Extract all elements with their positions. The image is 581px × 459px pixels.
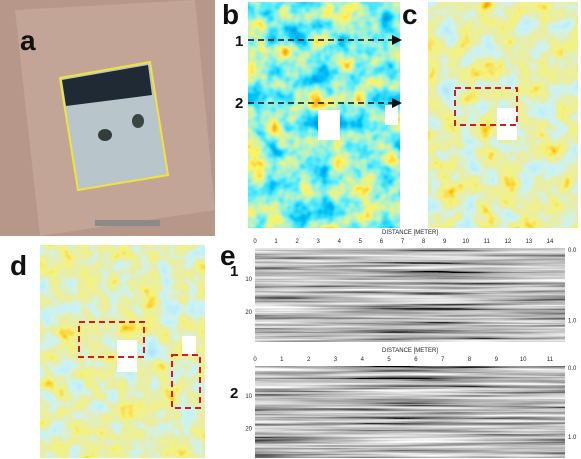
- x-tick-label: 1: [274, 239, 278, 245]
- mask: [318, 110, 340, 140]
- panel-label: b: [222, 0, 239, 30]
- x-tick-label: 4: [338, 239, 342, 245]
- x-tick-label: 0: [253, 357, 257, 363]
- panel-label: a: [20, 25, 36, 56]
- x-tick-label: 7: [441, 357, 445, 363]
- x-tick-label: 8: [422, 239, 426, 245]
- x-tick-label: 2: [295, 239, 299, 245]
- x-tick-label: 11: [547, 357, 554, 363]
- radargram-label: 1: [230, 263, 238, 280]
- x-tick-label: 7: [401, 239, 405, 245]
- time-tick-label: 1.0: [568, 435, 577, 441]
- x-tick-label: 8: [468, 357, 472, 363]
- x-tick-label: 5: [359, 239, 363, 245]
- x-tick-label: 2: [307, 357, 311, 363]
- x-tick-label: 3: [317, 239, 321, 245]
- radargram: [255, 366, 565, 458]
- x-tick-label: 5: [387, 357, 391, 363]
- x-tick-label: 12: [505, 239, 512, 245]
- mask: [182, 336, 196, 354]
- axis-title: DISTANCE [METER]: [382, 348, 438, 354]
- time-tick-label: 0.0: [568, 248, 577, 254]
- x-tick-label: 11: [484, 239, 491, 245]
- x-tick-label: 6: [380, 239, 384, 245]
- panel-label: c: [402, 0, 418, 30]
- depth-tick-label: 20: [245, 426, 252, 432]
- profile-label: 2: [235, 95, 243, 112]
- radargram-label: 2: [230, 385, 238, 402]
- axis-title: DISTANCE [METER]: [382, 230, 438, 236]
- time-tick-label: 0.0: [568, 366, 577, 372]
- profile-label: 1: [235, 33, 243, 50]
- figure: a b 1 2 c d e 1 2 DISTANCE [METER]012345…: [0, 0, 581, 459]
- x-tick-label: 9: [495, 357, 499, 363]
- depth-tick-label: 20: [245, 310, 252, 316]
- x-tick-label: 9: [443, 239, 447, 245]
- x-tick-label: 14: [547, 239, 554, 245]
- x-tick-label: 0: [253, 239, 257, 245]
- depth-tick-label: 10: [245, 394, 252, 400]
- x-tick-label: 6: [414, 357, 418, 363]
- x-tick-label: 10: [520, 357, 527, 363]
- x-tick-label: 4: [361, 357, 365, 363]
- x-tick-label: 10: [462, 239, 469, 245]
- x-tick-label: 13: [526, 239, 533, 245]
- panel-label: d: [10, 250, 27, 281]
- x-tick-label: 3: [334, 357, 338, 363]
- mask: [385, 105, 398, 125]
- time-tick-label: 1.0: [568, 319, 577, 325]
- depth-tick-label: 10: [245, 277, 252, 283]
- radargram: [255, 248, 565, 342]
- x-tick-label: 1: [280, 357, 284, 363]
